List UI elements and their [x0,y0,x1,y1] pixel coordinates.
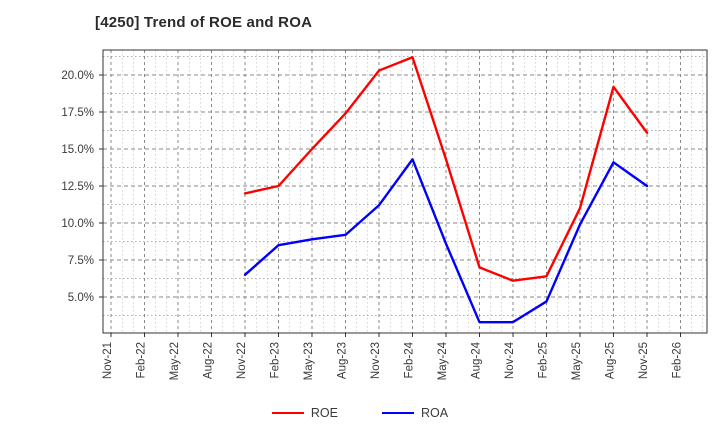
svg-text:Aug-24: Aug-24 [471,341,483,379]
svg-text:Feb-22: Feb-22 [136,342,148,378]
svg-text:Nov-22: Nov-22 [236,342,248,379]
svg-text:May-24: May-24 [437,341,449,380]
legend-item-roa[interactable]: ROA [382,406,448,420]
series-line-roa [243,158,649,324]
series-line-roe [243,56,649,282]
svg-text:5.0%: 5.0% [68,292,94,304]
svg-text:10.0%: 10.0% [61,218,94,230]
svg-text:May-25: May-25 [571,342,583,380]
x-axis-tick-marks [110,333,681,337]
svg-text:7.5%: 7.5% [68,255,94,267]
major-gridlines [103,50,707,333]
svg-text:Nov-24: Nov-24 [504,341,516,379]
svg-text:12.5%: 12.5% [61,181,94,193]
legend-color-swatch-roa [382,412,414,414]
chart-legend: ROE ROA [0,406,720,420]
svg-text:Feb-23: Feb-23 [270,342,282,378]
svg-text:Feb-26: Feb-26 [672,342,684,378]
x-axis-tick-labels: Nov-21 Feb-22 May-22 Aug-22 Nov-22 Feb-23 May-… [102,341,684,380]
legend-label-roa: ROA [421,406,449,420]
chart-title: [4250] Trend of ROE and ROA [95,14,313,31]
svg-text:Feb-24: Feb-24 [404,341,416,378]
svg-text:17.5%: 17.5% [61,107,94,119]
y-axis-tick-labels: 5.0% 7.5% 10.0% 12.5% 15.0% 17.5% 20.0% [61,70,94,304]
svg-text:Feb-25: Feb-25 [538,342,550,378]
svg-text:Aug-22: Aug-22 [203,342,215,379]
svg-text:15.0%: 15.0% [61,144,94,156]
svg-text:Aug-23: Aug-23 [337,342,349,379]
svg-text:May-23: May-23 [303,342,315,380]
y-axis-tick-marks [99,74,103,298]
svg-text:Nov-21: Nov-21 [102,342,114,379]
svg-text:Aug-25: Aug-25 [605,342,617,379]
legend-item-roe[interactable]: ROE [271,406,338,420]
svg-text:Nov-25: Nov-25 [638,342,650,379]
legend-color-swatch-roe [271,412,304,414]
svg-text:20.0%: 20.0% [61,70,94,82]
svg-text:Nov-23: Nov-23 [370,342,382,379]
svg-text:May-22: May-22 [169,342,181,380]
plot-frame [102,49,708,334]
data-series-lines [243,56,649,324]
legend-label-roe: ROE [310,406,338,420]
